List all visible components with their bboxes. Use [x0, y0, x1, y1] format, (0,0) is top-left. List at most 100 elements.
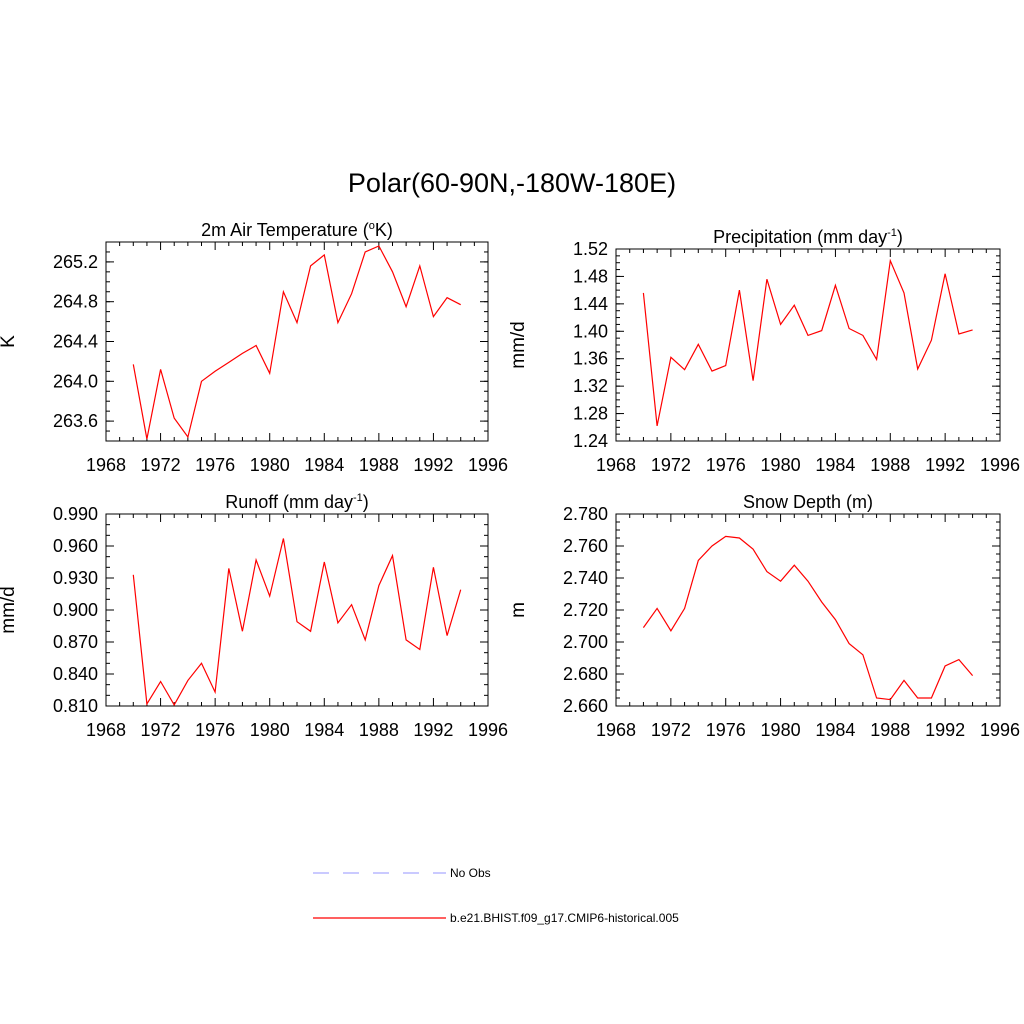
data-point — [821, 601, 822, 602]
data-point — [739, 290, 740, 291]
y-tick-label: 0.960 — [53, 536, 98, 556]
x-tick-label: 1984 — [815, 720, 855, 740]
data-point — [903, 680, 904, 681]
panel-title-suffix: K) — [375, 220, 393, 240]
data-point — [766, 279, 767, 280]
data-point — [794, 565, 795, 566]
data-point — [945, 273, 946, 274]
legend: No Obs b.e21.BHIST.f09_g17.CMIP6-historic… — [313, 866, 679, 925]
data-point — [269, 596, 270, 597]
data-point — [351, 293, 352, 294]
series-line — [642, 535, 974, 701]
x-tick-label: 1972 — [141, 455, 181, 475]
y-tick-label: 0.870 — [53, 632, 98, 652]
data-point — [835, 285, 836, 286]
x-tick-label: 1968 — [86, 720, 126, 740]
data-point — [324, 254, 325, 255]
data-point — [242, 353, 243, 354]
data-point — [146, 438, 147, 439]
data-point — [931, 697, 932, 698]
y-tick-label: 1.36 — [573, 349, 608, 369]
data-point — [174, 418, 175, 419]
y-axis-label: mm/d — [508, 321, 529, 369]
panel-title: Runoff (mm day-1) — [225, 492, 369, 512]
data-point — [433, 316, 434, 317]
data-point — [657, 608, 658, 609]
x-tick-label: 1972 — [651, 455, 691, 475]
y-axis-label: m — [508, 602, 529, 618]
x-tick-label: 1972 — [651, 720, 691, 740]
panel-title: Precipitation (mm day-1) — [713, 227, 903, 247]
data-point — [643, 292, 644, 293]
data-point — [133, 574, 134, 575]
y-tick-label: 0.810 — [53, 696, 98, 716]
x-tick-label: 1968 — [86, 455, 126, 475]
data-point — [446, 297, 447, 298]
x-tick-label: 1988 — [359, 720, 399, 740]
x-tick-label: 1992 — [413, 720, 453, 740]
y-axis-label: K — [0, 335, 19, 348]
x-tick-label: 1988 — [359, 455, 399, 475]
y-tick-label: 265.2 — [53, 252, 98, 272]
data-point — [931, 340, 932, 341]
series-line — [132, 245, 461, 440]
data-point — [698, 560, 699, 561]
plot-frame — [615, 248, 1001, 442]
data-point — [228, 362, 229, 363]
data-point — [337, 322, 338, 323]
data-point — [201, 381, 202, 382]
data-point — [378, 245, 379, 246]
plot-frame — [105, 513, 489, 707]
data-point — [269, 373, 270, 374]
data-point — [228, 568, 229, 569]
y-tick-label: 2.780 — [563, 504, 608, 524]
series-line — [132, 538, 462, 707]
data-point — [446, 635, 447, 636]
x-tick-label: 1988 — [870, 455, 910, 475]
y-tick-label: 1.24 — [573, 431, 608, 451]
data-point — [698, 344, 699, 345]
panel-title-text: Runoff (mm day — [225, 492, 353, 512]
data-point — [725, 365, 726, 366]
data-point — [862, 335, 863, 336]
y-tick-label: 2.680 — [563, 664, 608, 684]
data-point — [739, 537, 740, 538]
data-point — [283, 538, 284, 539]
panel-title-text: 2m Air Temperature ( — [201, 220, 369, 240]
x-tick-label: 1984 — [304, 720, 344, 740]
panel-2: Precipitation (mm day-1) mm/d 1968 1972 1976… — [508, 227, 1020, 475]
data-point — [807, 335, 808, 336]
figure-title: Polar(60-90N,-180W-180E) — [347, 168, 677, 198]
data-point — [684, 608, 685, 609]
data-point — [753, 549, 754, 550]
panel-title-text: Snow Depth (m) — [743, 492, 873, 512]
data-point — [670, 357, 671, 358]
data-point — [643, 627, 644, 628]
x-tick-label: 1988 — [870, 720, 910, 740]
data-point — [821, 330, 822, 331]
data-point — [160, 681, 161, 682]
data-point — [296, 621, 297, 622]
panel-title-superscript: -1 — [353, 492, 363, 504]
data-point — [890, 699, 891, 700]
data-point — [133, 364, 134, 365]
data-point — [849, 643, 850, 644]
data-point — [876, 359, 877, 360]
data-point — [365, 251, 366, 252]
x-tick-label: 1976 — [706, 455, 746, 475]
y-tick-label: 1.44 — [573, 294, 608, 314]
y-tick-label: 264.0 — [53, 371, 98, 391]
data-point — [876, 697, 877, 698]
data-point — [187, 680, 188, 681]
data-point — [903, 292, 904, 293]
x-tick-label: 1984 — [815, 455, 855, 475]
data-point — [255, 345, 256, 346]
y-tick-label: 1.32 — [573, 376, 608, 396]
data-point — [215, 371, 216, 372]
x-tick-label: 1972 — [141, 720, 181, 740]
x-tick-label: 1976 — [195, 720, 235, 740]
data-point — [392, 555, 393, 556]
data-point — [351, 604, 352, 605]
legend-label: b.e21.BHIST.f09_g17.CMIP6-historical.005 — [450, 911, 679, 925]
